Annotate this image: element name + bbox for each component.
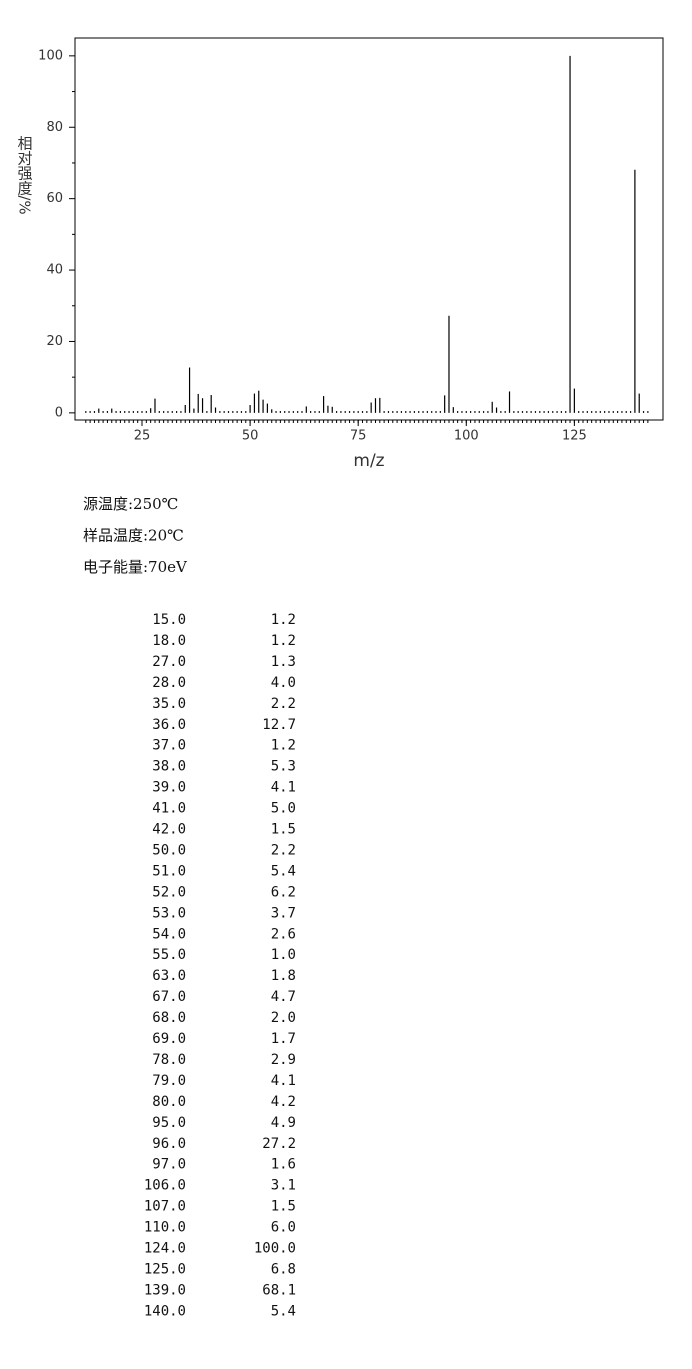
mass: 38.0 — [152, 759, 186, 775]
intensity: 27.2 — [262, 1136, 296, 1152]
mass: 27.0 — [152, 654, 186, 670]
intensity: 2.2 — [271, 696, 296, 712]
mass: 53.0 — [152, 905, 186, 921]
mass: 78.0 — [152, 1052, 186, 1068]
x-tick-label: 75 — [350, 429, 367, 444]
mass: 18.0 — [152, 633, 186, 649]
mass: 50.0 — [152, 842, 186, 858]
mass: 124.0 — [144, 1241, 186, 1257]
y-tick-label: 0 — [55, 405, 63, 420]
condition: 电子能量:70eV — [83, 558, 188, 576]
intensity: 5.0 — [271, 801, 296, 817]
y-axis-label: 相对强度/% — [16, 135, 34, 214]
mass: 52.0 — [152, 884, 186, 900]
mass: 140.0 — [144, 1303, 186, 1319]
intensity: 5.3 — [271, 759, 296, 775]
intensity: 4.9 — [271, 1115, 296, 1131]
intensity: 4.0 — [271, 675, 296, 691]
intensity: 6.8 — [271, 1261, 296, 1277]
intensity: 4.7 — [271, 989, 296, 1005]
mass: 68.0 — [152, 1010, 186, 1026]
x-tick-label: 25 — [134, 429, 151, 444]
intensity: 1.2 — [271, 738, 296, 754]
intensity: 1.3 — [271, 654, 296, 670]
intensity: 12.7 — [262, 717, 296, 733]
intensity: 1.2 — [271, 633, 296, 649]
mass: 36.0 — [152, 717, 186, 733]
mass: 42.0 — [152, 822, 186, 838]
intensity: 1.0 — [271, 947, 296, 963]
y-tick-label: 80 — [46, 120, 63, 135]
intensity: 1.8 — [271, 968, 296, 984]
x-tick-label: 125 — [562, 429, 587, 444]
y-tick-label: 20 — [46, 334, 63, 349]
mass: 35.0 — [152, 696, 186, 712]
mass: 63.0 — [152, 968, 186, 984]
intensity: 3.7 — [271, 905, 296, 921]
mass: 37.0 — [152, 738, 186, 754]
mass: 125.0 — [144, 1261, 186, 1277]
intensity: 4.1 — [271, 1073, 296, 1089]
y-tick-label: 100 — [38, 48, 63, 63]
intensity: 68.1 — [262, 1282, 296, 1298]
intensity: 100.0 — [254, 1241, 296, 1257]
mass: 41.0 — [152, 801, 186, 817]
mass: 97.0 — [152, 1157, 186, 1173]
intensity: 1.6 — [271, 1157, 296, 1173]
mass: 139.0 — [144, 1282, 186, 1298]
mass: 51.0 — [152, 863, 186, 879]
mass: 107.0 — [144, 1199, 186, 1215]
mass: 55.0 — [152, 947, 186, 963]
x-tick-label: 50 — [242, 429, 259, 444]
x-tick-label: 100 — [454, 429, 479, 444]
condition: 源温度:250℃ — [83, 495, 178, 513]
y-tick-label: 40 — [46, 263, 63, 278]
intensity: 1.5 — [271, 822, 296, 838]
intensity: 1.5 — [271, 1199, 296, 1215]
mass: 110.0 — [144, 1220, 186, 1236]
intensity: 5.4 — [271, 863, 296, 879]
mass: 39.0 — [152, 780, 186, 796]
mass: 79.0 — [152, 1073, 186, 1089]
intensity: 2.6 — [271, 926, 296, 942]
y-tick-label: 60 — [46, 191, 63, 206]
mass: 15.0 — [152, 612, 186, 628]
intensity: 4.1 — [271, 780, 296, 796]
mass: 69.0 — [152, 1031, 186, 1047]
mass: 67.0 — [152, 989, 186, 1005]
intensity: 6.2 — [271, 884, 296, 900]
mass: 95.0 — [152, 1115, 186, 1131]
mass: 54.0 — [152, 926, 186, 942]
intensity: 6.0 — [271, 1220, 296, 1236]
x-axis-label: m/z — [353, 451, 384, 471]
intensity: 2.0 — [271, 1010, 296, 1026]
condition: 样品温度:20℃ — [83, 527, 184, 545]
mass: 28.0 — [152, 675, 186, 691]
mass: 96.0 — [152, 1136, 186, 1152]
intensity: 2.9 — [271, 1052, 296, 1068]
mass: 106.0 — [144, 1178, 186, 1194]
intensity: 1.7 — [271, 1031, 296, 1047]
intensity: 3.1 — [271, 1178, 296, 1194]
intensity: 2.2 — [271, 842, 296, 858]
mass: 80.0 — [152, 1094, 186, 1110]
plot-frame — [74, 37, 664, 421]
intensity: 1.2 — [271, 612, 296, 628]
intensity: 4.2 — [271, 1094, 296, 1110]
intensity: 5.4 — [271, 1303, 296, 1319]
